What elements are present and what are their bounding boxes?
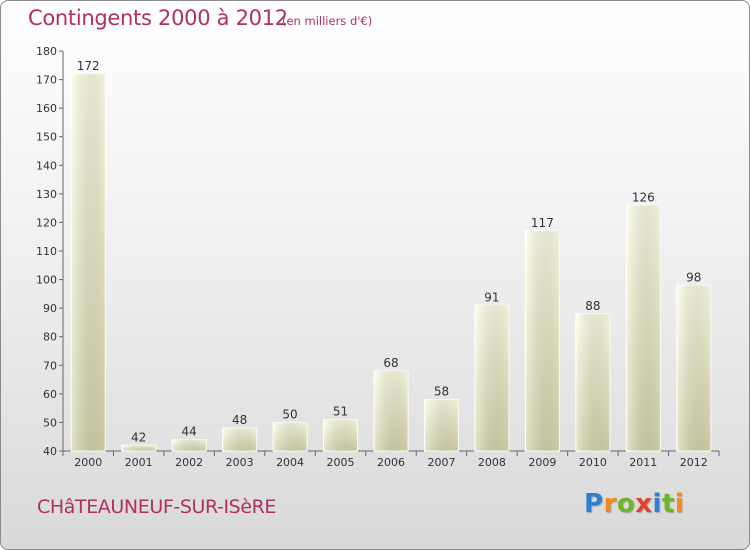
town-name: CHâTEAUNEUF-SUR-ISèRE [37,496,277,518]
x-tick-label: 2004 [276,456,304,469]
x-tick-label: 2012 [680,456,708,469]
logo-letter: i [652,489,662,519]
value-label: 68 [383,356,398,370]
x-tick-label: 2003 [226,456,254,469]
logo-letter: o [616,489,636,519]
y-tick-label: 180 [36,45,57,58]
bar-shade [273,422,308,451]
bar-shade [323,419,358,451]
x-tick-label: 2005 [327,456,355,469]
y-tick-label: 130 [36,188,57,201]
y-tick-label: 60 [43,388,57,401]
y-tick-label: 90 [43,302,57,315]
x-tick-label: 2007 [427,456,455,469]
bar-shade [424,399,459,451]
value-label: 88 [585,299,600,313]
logo-letter: P [584,489,604,519]
value-label: 48 [232,413,247,427]
y-tick-label: 150 [36,131,57,144]
y-tick-label: 50 [43,416,57,429]
bar-shade [222,428,257,451]
x-tick-label: 2006 [377,456,405,469]
y-tick-label: 120 [36,216,57,229]
x-tick-label: 2000 [74,456,102,469]
y-tick-label: 140 [36,159,57,172]
label-layer: 172 42 44 48 50 51 68 58 91 117 88 126 98 [77,59,702,444]
value-label: 98 [686,270,701,284]
value-label: 44 [182,425,197,439]
bar-shade [121,445,156,451]
value-label: 172 [77,59,100,73]
bar-shade [474,305,509,451]
y-tick-label: 100 [36,274,57,287]
x-tick-label: 2010 [579,456,607,469]
value-label: 117 [531,216,554,230]
proxiti-logo[interactable]: Proxiti [584,489,684,519]
bar-shade [676,285,711,451]
chart-subtitle: (en milliers d'€) [282,14,373,28]
bar-shade [71,73,106,451]
bar-shade [626,205,661,451]
value-label: 126 [632,190,655,204]
x-tick-label: 2001 [125,456,153,469]
x-tick-label: 2009 [528,456,556,469]
y-tick-label: 70 [43,359,57,372]
bar-shade [172,439,207,451]
value-label: 42 [131,430,146,444]
x-tick-label: 2008 [478,456,506,469]
bar-shade [374,371,408,451]
logo-letter: r [603,489,617,519]
bar-shade [575,313,610,451]
bar-shade [525,231,560,451]
y-tick-label: 40 [43,445,57,458]
x-tick-label: 2011 [629,456,657,469]
y-tick-label: 80 [43,331,57,344]
value-label: 51 [333,405,348,419]
y-tick-label: 160 [36,102,57,115]
value-label: 50 [282,407,297,421]
x-tick-label: 2002 [175,456,203,469]
value-label: 58 [434,385,449,399]
logo-letter: i [674,489,685,519]
logo-letter: t [661,489,675,519]
axis-layer: 40 50 60 70 80 90 100 110 120 130 140 150 160 170 180 2… [36,45,720,469]
y-tick-label: 170 [36,74,57,87]
y-tick-label: 110 [36,245,57,258]
logo-letter: x [635,489,653,519]
value-label: 91 [484,290,499,304]
chart-title: Contingents 2000 à 2012 [28,6,288,30]
bar-layer [70,73,712,452]
